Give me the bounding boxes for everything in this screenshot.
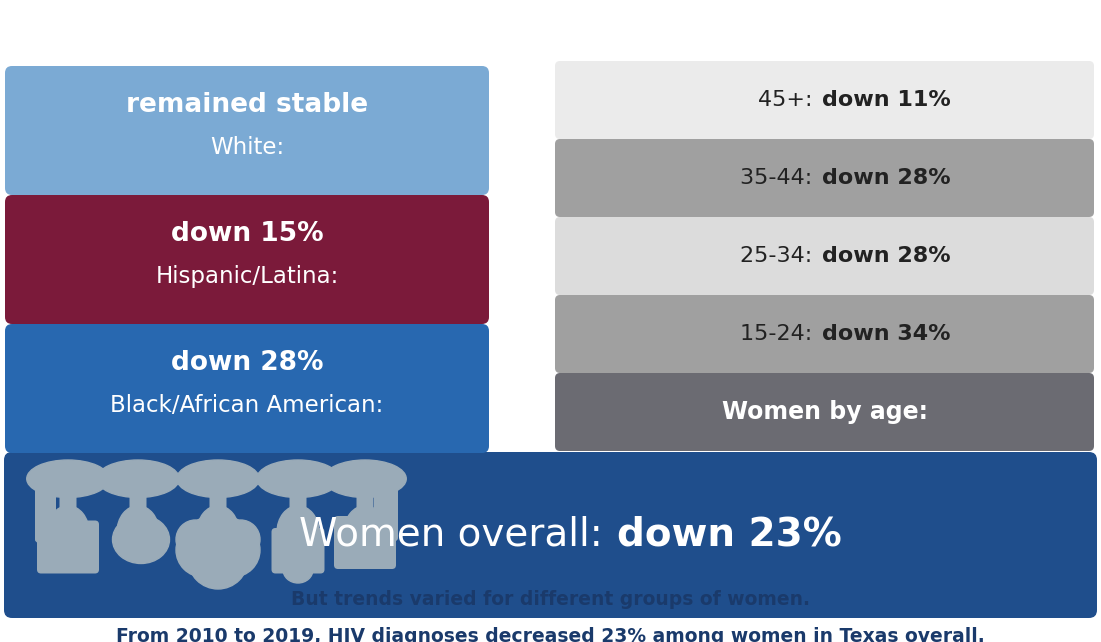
Text: down 15%: down 15% <box>171 221 324 247</box>
Text: down 28%: down 28% <box>822 246 951 266</box>
FancyBboxPatch shape <box>6 66 489 195</box>
Text: 25-34:: 25-34: <box>740 246 819 266</box>
Text: down 34%: down 34% <box>822 324 951 344</box>
Text: Hispanic/Latina:: Hispanic/Latina: <box>155 265 339 288</box>
Ellipse shape <box>186 517 231 562</box>
Ellipse shape <box>47 506 89 559</box>
FancyBboxPatch shape <box>555 295 1094 373</box>
FancyBboxPatch shape <box>130 493 146 510</box>
Ellipse shape <box>221 520 260 559</box>
FancyBboxPatch shape <box>209 493 227 510</box>
Ellipse shape <box>197 506 239 559</box>
Text: down 28%: down 28% <box>171 350 324 376</box>
FancyBboxPatch shape <box>555 139 1094 217</box>
Ellipse shape <box>176 520 215 559</box>
FancyBboxPatch shape <box>35 476 56 542</box>
Text: down 28%: down 28% <box>822 168 951 188</box>
FancyBboxPatch shape <box>59 493 76 510</box>
FancyBboxPatch shape <box>555 373 1094 451</box>
Ellipse shape <box>344 506 386 559</box>
Text: From 2010 to 2019, HIV diagnoses decreased 23% among women in Texas overall.: From 2010 to 2019, HIV diagnoses decreas… <box>116 627 985 642</box>
Ellipse shape <box>117 506 159 559</box>
Text: Black/African American:: Black/African American: <box>110 394 383 417</box>
Ellipse shape <box>188 529 248 589</box>
Text: remained stable: remained stable <box>126 92 368 118</box>
Ellipse shape <box>97 460 179 498</box>
FancyBboxPatch shape <box>555 217 1094 295</box>
Ellipse shape <box>277 506 319 559</box>
Text: White:: White: <box>210 136 284 159</box>
Text: down 23%: down 23% <box>618 516 842 554</box>
Text: 45+:: 45+: <box>757 90 819 110</box>
FancyBboxPatch shape <box>6 324 489 453</box>
Ellipse shape <box>283 556 313 583</box>
Ellipse shape <box>205 517 250 562</box>
FancyBboxPatch shape <box>555 61 1094 139</box>
Ellipse shape <box>177 460 259 498</box>
Ellipse shape <box>26 460 109 498</box>
FancyBboxPatch shape <box>6 195 489 324</box>
FancyBboxPatch shape <box>290 493 306 510</box>
Ellipse shape <box>176 523 230 577</box>
FancyBboxPatch shape <box>37 521 99 573</box>
FancyBboxPatch shape <box>272 528 325 573</box>
Text: 15-24:: 15-24: <box>740 324 819 344</box>
Ellipse shape <box>257 460 339 498</box>
FancyBboxPatch shape <box>4 452 1097 618</box>
Text: 35-44:: 35-44: <box>740 168 819 188</box>
Ellipse shape <box>206 523 260 577</box>
FancyBboxPatch shape <box>357 493 373 510</box>
FancyBboxPatch shape <box>334 516 396 569</box>
Ellipse shape <box>112 516 170 564</box>
Ellipse shape <box>324 460 406 498</box>
FancyBboxPatch shape <box>374 472 397 541</box>
Text: down 11%: down 11% <box>822 90 951 110</box>
Text: Women overall:: Women overall: <box>299 516 615 554</box>
Text: But trends varied for different groups of women.: But trends varied for different groups o… <box>291 590 810 609</box>
Text: Women by age:: Women by age: <box>721 400 927 424</box>
